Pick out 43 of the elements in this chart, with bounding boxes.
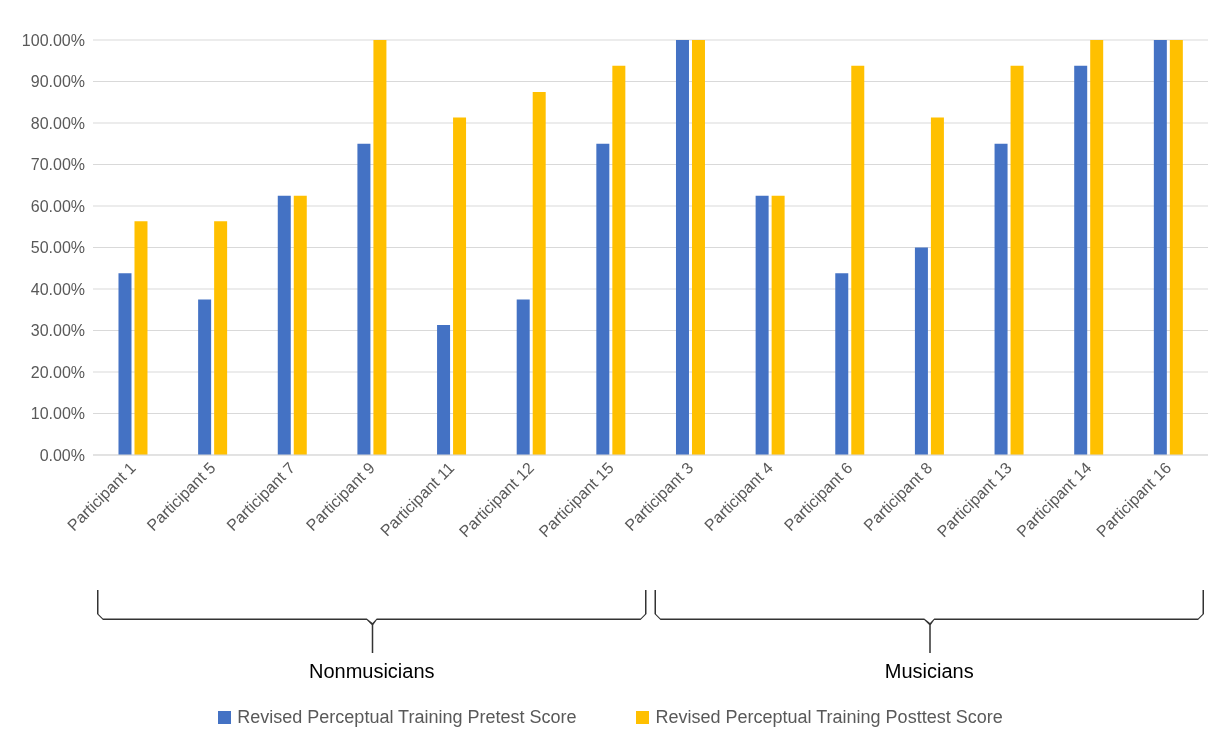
legend-label: Revised Perceptual Training Pretest Score xyxy=(236,707,577,728)
bar xyxy=(134,221,148,455)
bar xyxy=(691,40,705,455)
y-tick-label: 80.00% xyxy=(30,114,85,132)
bar xyxy=(755,195,769,455)
y-tick-label: 90.00% xyxy=(30,73,85,91)
bar xyxy=(1169,40,1183,455)
y-tick-label: 10.00% xyxy=(30,405,85,423)
bar xyxy=(277,195,291,455)
y-tick-label: 40.00% xyxy=(30,280,85,298)
bar xyxy=(437,325,451,455)
y-tick-label: 20.00% xyxy=(30,363,85,381)
text: Nonmusicians xyxy=(308,660,435,682)
bar xyxy=(1010,65,1024,455)
y-tick-label: 100.00% xyxy=(21,31,85,49)
y-tick-label: 70.00% xyxy=(30,156,85,174)
bar xyxy=(373,40,387,455)
bar xyxy=(1153,40,1167,455)
bar xyxy=(835,273,849,455)
bar xyxy=(357,143,371,455)
y-tick-label: 60.00% xyxy=(30,197,85,215)
bar xyxy=(612,65,626,455)
bar xyxy=(851,65,865,455)
y-tick-label: 0.00% xyxy=(39,446,85,464)
bar xyxy=(1090,40,1104,455)
bar xyxy=(516,299,530,455)
bar xyxy=(771,195,785,455)
text: Musicians xyxy=(884,660,974,682)
bar xyxy=(596,143,610,455)
legend-label: Revised Perceptual Training Posttest Score xyxy=(654,707,1003,728)
bar xyxy=(675,40,689,455)
y-tick-label: 50.00% xyxy=(30,239,85,257)
bar xyxy=(1074,65,1088,455)
bar xyxy=(214,221,228,455)
bar xyxy=(453,117,467,455)
bar xyxy=(118,273,132,455)
bar xyxy=(914,247,928,455)
bar xyxy=(930,117,944,455)
y-tick-label: 30.00% xyxy=(30,322,85,340)
bar xyxy=(532,91,546,455)
bar xyxy=(198,299,212,455)
bar xyxy=(994,143,1008,455)
bar xyxy=(293,195,307,455)
